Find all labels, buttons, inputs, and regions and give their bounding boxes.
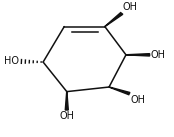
Text: OH: OH — [59, 111, 74, 121]
Polygon shape — [65, 92, 68, 110]
Text: OH: OH — [151, 50, 165, 60]
Text: HO: HO — [4, 56, 19, 66]
Polygon shape — [105, 13, 123, 27]
Text: OH: OH — [123, 2, 138, 12]
Polygon shape — [109, 87, 130, 95]
Text: OH: OH — [130, 95, 145, 105]
Polygon shape — [126, 54, 150, 56]
